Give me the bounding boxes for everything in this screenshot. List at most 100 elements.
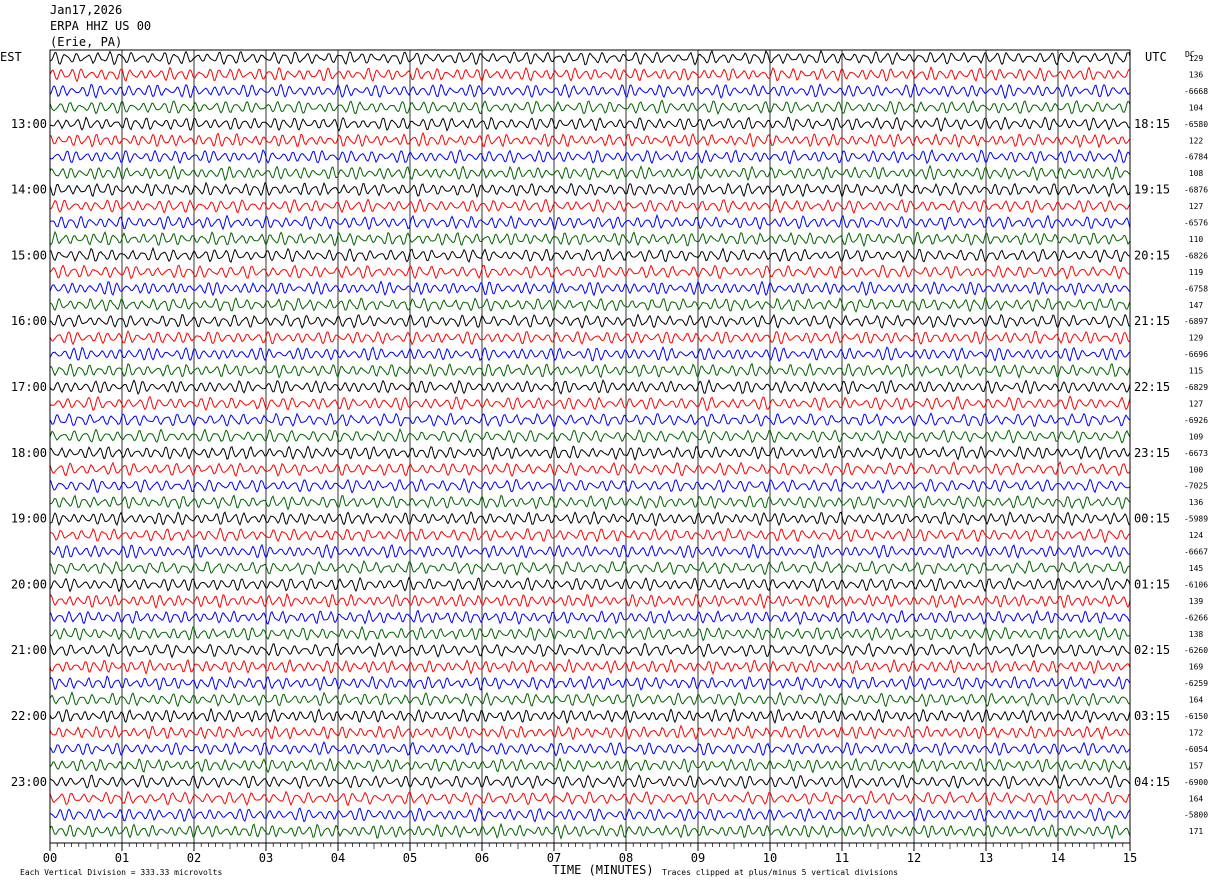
- utc-hour-label: 22:15: [1134, 380, 1170, 394]
- seismic-trace-line: [49, 395, 1131, 412]
- est-hour-label: 23:00: [11, 775, 47, 789]
- dc-offset-label: -6667: [1184, 548, 1208, 557]
- x-tick-label: 07: [547, 851, 561, 865]
- minute-gridlines: [121, 50, 1059, 843]
- utc-hour-label: 03:15: [1134, 709, 1170, 723]
- seismic-trace-line: [49, 297, 1131, 313]
- x-tick-label: 15: [1123, 851, 1137, 865]
- dc-offset-label: 164: [1189, 794, 1204, 803]
- dc-offset-label: 136: [1189, 498, 1204, 507]
- seismic-trace-line: [50, 198, 1131, 215]
- dc-offset-label: 108: [1189, 169, 1204, 178]
- utc-hour-label: 00:15: [1134, 512, 1170, 526]
- est-hour-label: 20:00: [11, 577, 47, 591]
- x-tick-label: 06: [475, 851, 489, 865]
- seismic-trace-line: [49, 576, 1131, 593]
- chart-date: Jan17,2026: [50, 3, 123, 17]
- seismic-trace-line: [49, 148, 1131, 165]
- dc-offset-label: 172: [1189, 728, 1204, 737]
- dc-offset-label: -6673: [1184, 449, 1208, 458]
- seismic-trace-line: [49, 213, 1131, 231]
- x-tick-label: 08: [619, 851, 633, 865]
- seismic-trace-line: [49, 477, 1131, 494]
- dc-offset-label: -6876: [1184, 186, 1208, 195]
- seismic-trace-line: [49, 264, 1131, 280]
- seismic-trace-line: [49, 330, 1131, 346]
- dc-offset-label: 104: [1189, 103, 1204, 112]
- utc-hour-label: 18:15: [1134, 117, 1170, 131]
- seismic-trace-line: [49, 675, 1131, 692]
- seismic-trace-line: [49, 559, 1131, 576]
- dc-offset-label: -5800: [1184, 811, 1208, 820]
- dc-offset-label: 122: [1189, 136, 1204, 145]
- seismic-trace-line: [49, 642, 1131, 659]
- est-hour-label: 19:00: [11, 512, 47, 526]
- dc-offset-label: -6266: [1184, 613, 1208, 622]
- dc-offset-label: 119: [1189, 268, 1204, 277]
- utc-hour-label: 01:15: [1134, 577, 1170, 591]
- dc-offset-label: -6926: [1184, 416, 1208, 425]
- seismic-trace-line: [49, 592, 1131, 610]
- axis-labels: 00 01 02 03 04 05 06 07 08 09 10 11 12 13 14 15 129 136 -6…: [0, 50, 1208, 877]
- utc-hour-label: 21:15: [1134, 314, 1170, 328]
- seismic-trace-line: [49, 510, 1131, 527]
- seismic-trace-line: [49, 609, 1131, 626]
- plot-axes: [49, 49, 1131, 851]
- seismic-trace-line: [49, 822, 1131, 840]
- dc-offset-label: -6054: [1184, 745, 1208, 754]
- plot-frame: [49, 49, 1131, 844]
- x-axis-title: TIME (MINUTES): [552, 863, 653, 877]
- dc-offset-label: 171: [1189, 827, 1204, 836]
- est-hour-label: 14:00: [11, 183, 47, 197]
- utc-hour-label: 23:15: [1134, 446, 1170, 460]
- seismic-trace-line: [49, 131, 1131, 149]
- dc-offset-label: -6897: [1184, 317, 1208, 326]
- est-hour-label: 15:00: [11, 248, 47, 262]
- clip-note: Traces clipped at plus/minus 5 vertical …: [662, 868, 898, 877]
- seismic-trace-line: [49, 625, 1131, 642]
- seismic-trace-line: [49, 773, 1131, 790]
- seismic-trace-line: [49, 789, 1130, 807]
- dc-label: DC: [1185, 50, 1195, 59]
- est-label: EST: [0, 50, 22, 64]
- seismic-trace-line: [49, 313, 1131, 330]
- dc-offset-label: -6758: [1184, 284, 1208, 293]
- seismic-trace-line: [49, 740, 1131, 757]
- seismic-trace-line: [49, 427, 1131, 445]
- dc-offset-label: -6576: [1184, 219, 1208, 228]
- seismic-trace-line: [49, 658, 1131, 676]
- chart-station: ERPA HHZ US 00: [50, 19, 152, 33]
- dc-offset-label: -6696: [1184, 350, 1208, 359]
- dc-offset-label: 145: [1189, 564, 1204, 573]
- x-tick-label: 02: [187, 851, 201, 865]
- seismic-trace-line: [49, 444, 1131, 461]
- seismic-trace-line: [49, 83, 1131, 100]
- dc-offset-label: -6784: [1184, 153, 1208, 162]
- seismic-trace-line: [49, 460, 1131, 478]
- seismic-trace-line: [49, 412, 1131, 428]
- x-tick-label: 13: [979, 851, 993, 865]
- seismic-trace-line: [49, 724, 1131, 741]
- seismic-trace-line: [49, 49, 1131, 66]
- x-tick-label: 01: [115, 851, 129, 865]
- x-tick-label: 04: [331, 851, 345, 865]
- dc-offset-label: 115: [1189, 367, 1204, 376]
- seismic-trace-line: [49, 527, 1131, 544]
- utc-hour-label: 19:15: [1134, 183, 1170, 197]
- seismic-trace-line: [49, 378, 1131, 395]
- seismic-trace-line: [49, 181, 1131, 199]
- dc-offset-label: 127: [1189, 399, 1204, 408]
- dc-offset-label: -5989: [1184, 515, 1208, 524]
- seismic-trace-line: [49, 280, 1131, 297]
- dc-offset-label: -6106: [1184, 580, 1208, 589]
- dc-offset-label: -6260: [1184, 646, 1208, 655]
- dc-offset-label: -6829: [1184, 383, 1208, 392]
- seismic-trace-line: [49, 757, 1131, 774]
- dc-offset-label: -6900: [1184, 778, 1208, 787]
- seismic-trace-line: [49, 494, 1131, 511]
- scale-note: Each Vertical Division = 333.33 microvol…: [20, 868, 222, 877]
- dc-offset-label: 147: [1189, 301, 1204, 310]
- x-tick-label: 00: [43, 851, 57, 865]
- dc-offset-label: -7025: [1184, 482, 1208, 491]
